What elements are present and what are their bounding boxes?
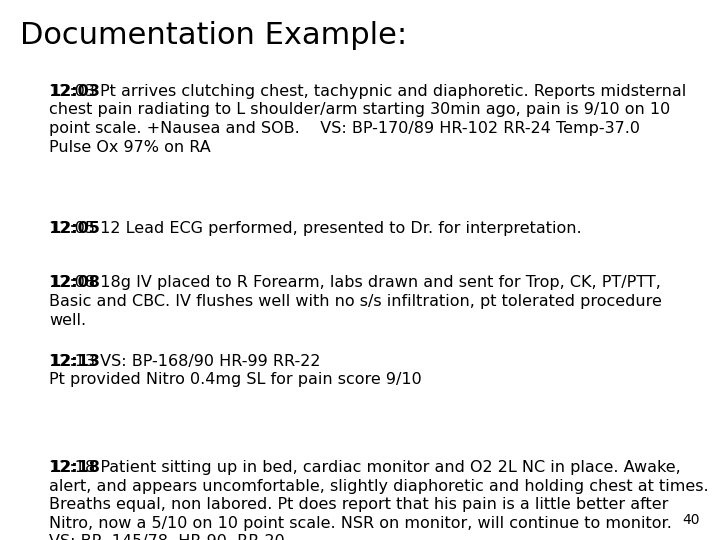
Text: 12:03 Pt arrives clutching chest, tachypnic and diaphoretic. Reports midsternal
: 12:03 Pt arrives clutching chest, tachyp… [49,84,686,154]
Text: 12:08 18g IV placed to R Forearm, labs drawn and sent for Trop, CK, PT/PTT,
Basi: 12:08 18g IV placed to R Forearm, labs d… [49,275,662,328]
Text: 12:18: 12:18 [49,460,100,475]
Text: 40: 40 [683,512,700,526]
Text: Documentation Example:: Documentation Example: [20,21,408,50]
Text: 12:05: 12:05 [49,221,100,237]
Text: 12:08: 12:08 [49,275,100,291]
Text: 12:13 VS: BP-168/90 HR-99 RR-22
Pt provided Nitro 0.4mg SL for pain score 9/10: 12:13 VS: BP-168/90 HR-99 RR-22 Pt provi… [49,354,422,387]
Text: 12:18 Patient sitting up in bed, cardiac monitor and O2 2L NC in place. Awake,
a: 12:18 Patient sitting up in bed, cardiac… [49,460,708,540]
Text: 12:03: 12:03 [49,84,100,99]
Text: 12:05 12 Lead ECG performed, presented to Dr. for interpretation.: 12:05 12 Lead ECG performed, presented t… [49,221,582,237]
Text: 12:13: 12:13 [49,354,100,369]
